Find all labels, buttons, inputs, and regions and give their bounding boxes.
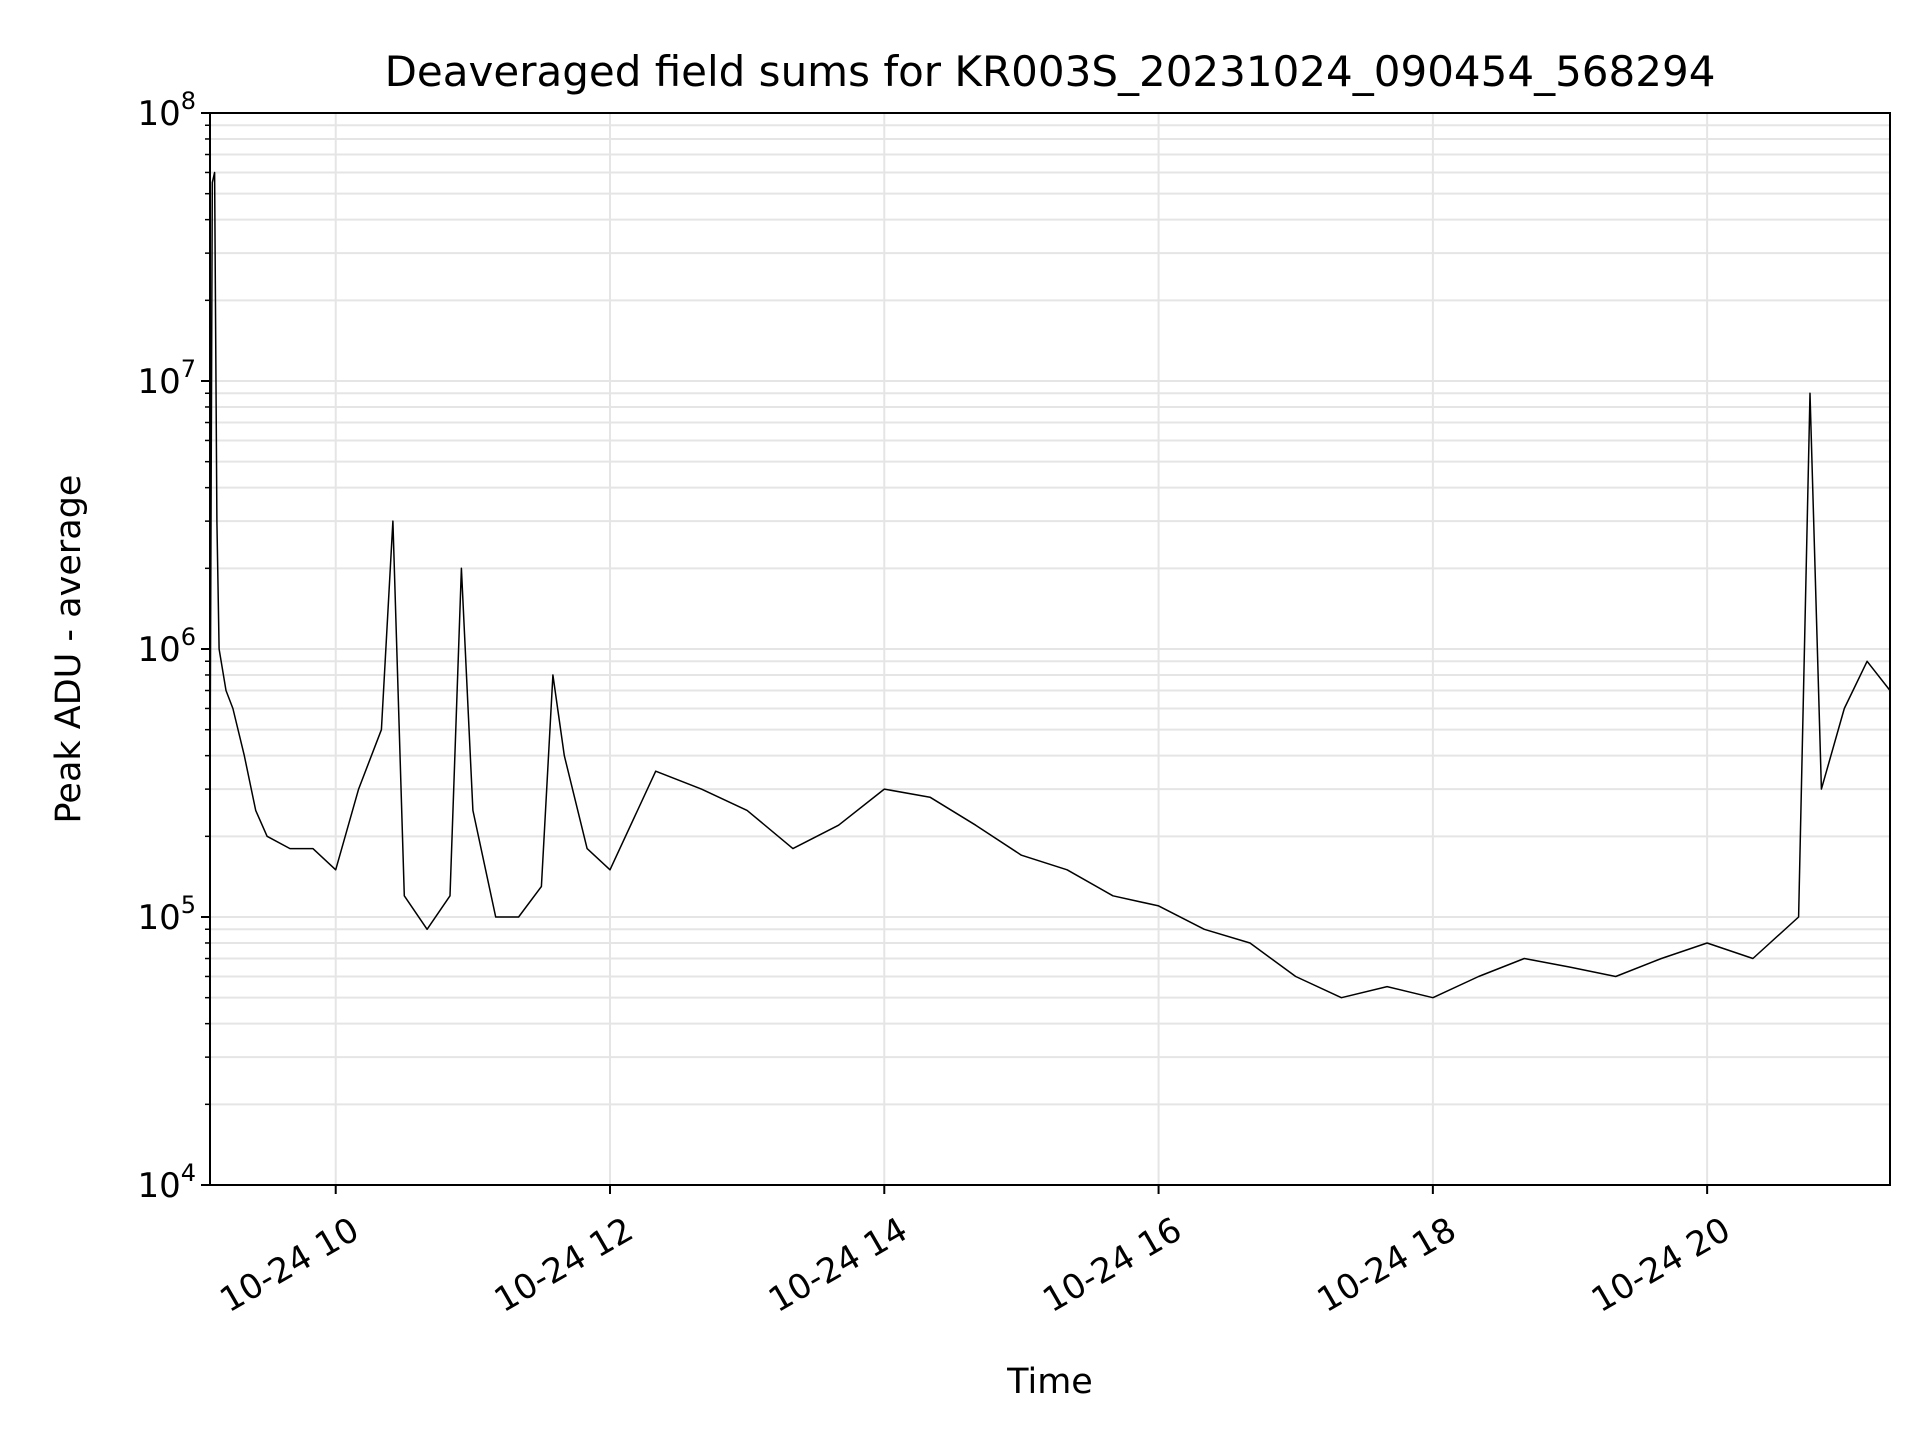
- y-tick-label: 105: [137, 891, 196, 938]
- chart-title: Deaveraged field sums for KR003S_2023102…: [385, 47, 1716, 96]
- series-layer: [209, 171, 1891, 999]
- y-tick-label: 104: [137, 1159, 196, 1206]
- grid: [210, 112, 1890, 1186]
- y-axis: 104 105 106 107 108: [137, 87, 210, 1206]
- y-tick-label: 107: [137, 355, 196, 402]
- x-axis-label: Time: [1006, 1362, 1093, 1402]
- series-line: [209, 171, 1891, 999]
- y-tick-label: 106: [137, 623, 196, 670]
- y-axis-label: Peak ADU - average: [49, 475, 89, 824]
- y-tick-label: 108: [137, 87, 196, 134]
